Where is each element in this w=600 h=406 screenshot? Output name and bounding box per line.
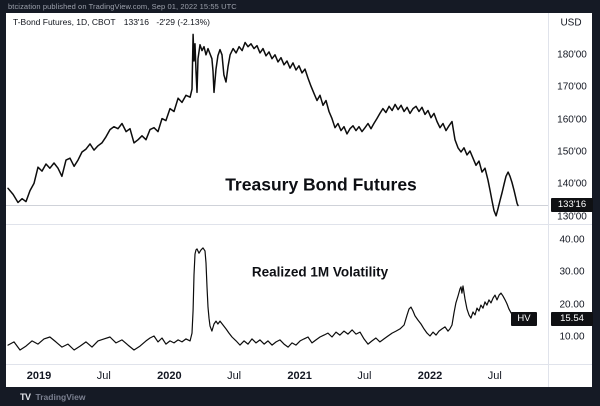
- volatility-tick-label: 40.00: [559, 234, 585, 245]
- volatility-tick-label: 10.00: [559, 331, 585, 343]
- price-tick-label: 170'00: [557, 81, 587, 93]
- publish-text: btcization published on TradingView.com,…: [8, 2, 237, 11]
- price-tick-label: 130'00: [557, 211, 587, 223]
- time-tick-label: 2022: [417, 370, 443, 382]
- chart-panel: [6, 13, 592, 387]
- time-tick-label: Jul: [96, 370, 111, 382]
- volatility-tick-label: 20.00: [559, 299, 585, 310]
- tradingview-logo-icon[interactable]: TV: [20, 391, 31, 402]
- publish-bar: btcization published on TradingView.com,…: [0, 0, 600, 13]
- time-tick-label: Jul: [227, 370, 242, 382]
- pane-separator: [6, 224, 592, 225]
- tradingview-brand[interactable]: TradingView: [35, 391, 86, 402]
- price-tick-label: 160'00: [557, 114, 587, 126]
- currency-label: USD: [560, 17, 582, 29]
- price-pane-title: Treasury Bond Futures: [225, 174, 417, 195]
- legend-last-price: 133'16: [123, 17, 149, 27]
- volatility-tick-label: 30.00: [559, 266, 585, 278]
- hv-value-badge: 15.54: [551, 311, 593, 326]
- price-tick-label: 180'00: [557, 49, 587, 61]
- time-axis-border: [6, 364, 592, 365]
- time-tick-label: 2021: [287, 370, 312, 382]
- price-scale-border: [548, 13, 549, 387]
- price-tick-label: 150'00: [557, 146, 587, 158]
- volatility-pane-title: Realized 1M Volatility: [251, 264, 389, 280]
- current-price-line: [6, 205, 548, 206]
- time-tick-label: 2020: [157, 370, 182, 382]
- last-price-badge: 133'16: [551, 198, 593, 213]
- time-tick-label: 2019: [26, 370, 52, 382]
- legend-symbol: T-Bond Futures, 1D, CBOT: [13, 17, 116, 27]
- time-tick-label: Jul: [487, 370, 502, 382]
- symbol-legend: T-Bond Futures, 1D, CBOT 133'16 -2'29 (-…: [13, 17, 210, 27]
- price-tick-label: 140'00: [557, 178, 587, 190]
- legend-change: -2'29 (-2.13%): [156, 17, 210, 27]
- hv-indicator-badge: HV: [511, 311, 537, 326]
- time-tick-label: Jul: [357, 370, 372, 382]
- footer-bar: TV TradingView: [0, 387, 600, 406]
